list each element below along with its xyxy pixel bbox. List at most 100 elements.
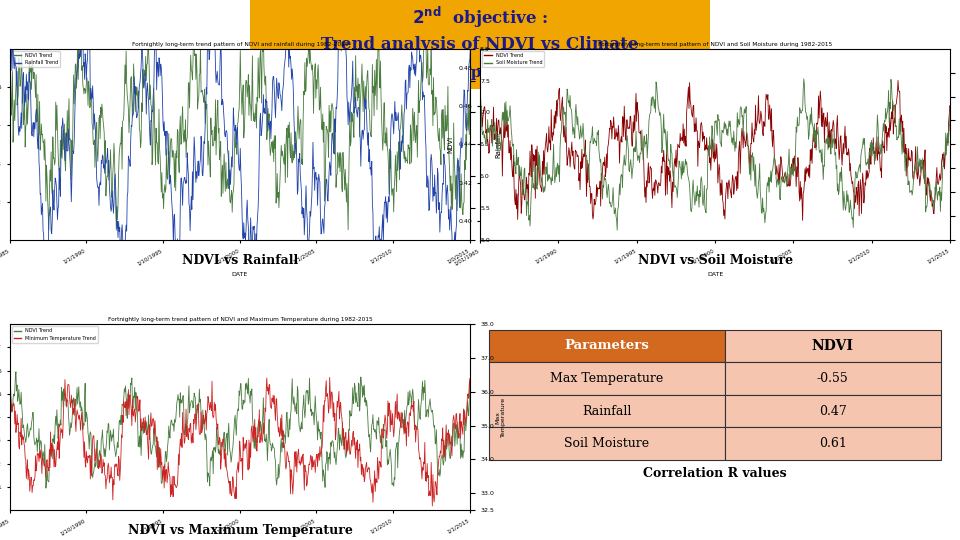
Title: Fortnightly long-term trend pattern of NDVI and Maximum Temperature during 1982-: Fortnightly long-term trend pattern of N… [108, 317, 372, 322]
NDVI Trend [32, 91, 43, 97]
Soil Moisture Trend [503, 115, 515, 122]
Title: Fortnightly long-term trend pattern of NDVI and rainfall during 1982-2015: Fortnightly long-term trend pattern of N… [132, 42, 348, 47]
FancyBboxPatch shape [725, 395, 941, 427]
NDVI Trend [33, 438, 44, 445]
Minimum Temperature Trend [283, 458, 295, 464]
NDVI Trend [465, 385, 476, 392]
Text: Rainfall: Rainfall [583, 404, 632, 417]
Minimum Temperature Trend [298, 451, 309, 457]
NDVI Trend [298, 88, 309, 94]
Soil Moisture Trend [612, 227, 623, 233]
X-axis label: DATE: DATE [708, 272, 723, 277]
NDVI Trend [4, 92, 15, 98]
Line: NDVI Trend: NDVI Trend [10, 372, 470, 488]
NDVI Trend [420, 15, 431, 21]
Text: Trend analysis of NDVI vs Climate: Trend analysis of NDVI vs Climate [322, 36, 638, 53]
Soil Moisture Trend [748, 153, 759, 160]
NDVI Trend [4, 375, 15, 382]
Text: NDVI vs Soil Moisture: NDVI vs Soil Moisture [637, 254, 793, 267]
NDVI Trend [465, 76, 476, 82]
Rainfall Trend [32, 145, 43, 152]
Soil Moisture Trend [832, 181, 844, 187]
Soil Moisture Trend [798, 76, 809, 82]
Rainfall Trend [206, 11, 218, 17]
Minimum Temperature Trend [426, 503, 438, 509]
NDVI Trend [831, 112, 843, 119]
NDVI Trend [774, 180, 785, 186]
Rainfall Trend [4, 33, 15, 39]
FancyBboxPatch shape [490, 427, 725, 460]
Text: 0.61: 0.61 [819, 437, 847, 450]
Minimum Temperature Trend [401, 423, 413, 429]
Legend: NDVI Trend, Rainfall Trend: NDVI Trend, Rainfall Trend [12, 51, 60, 68]
Soil Moisture Trend [945, 105, 956, 112]
Text: Soil Moisture: Soil Moisture [564, 437, 650, 450]
Text: Max Temperature: Max Temperature [550, 372, 663, 385]
NDVI Trend [503, 150, 515, 156]
X-axis label: DATE: DATE [232, 272, 248, 277]
NDVI Trend [40, 485, 52, 491]
Soil Moisture Trend [775, 197, 786, 203]
Y-axis label: NDVI: NDVI [447, 136, 453, 153]
Minimum Temperature Trend [324, 374, 335, 381]
NDVI Trend [748, 137, 759, 143]
Soil Moisture Trend [880, 116, 892, 122]
Legend: NDVI Trend, Soil Moisture Trend: NDVI Trend, Soil Moisture Trend [483, 51, 544, 68]
FancyBboxPatch shape [490, 329, 725, 362]
Rainfall Trend [299, 232, 310, 238]
NDVI Trend [299, 407, 310, 414]
NDVI Trend [354, 133, 366, 140]
NDVI Trend [273, 461, 284, 468]
NDVI Trend [110, 227, 122, 233]
Text: NDVI vs Maximum Temperature: NDVI vs Maximum Temperature [128, 524, 352, 537]
NDVI Trend [759, 102, 771, 108]
NDVI Trend [880, 130, 892, 136]
FancyBboxPatch shape [250, 0, 710, 89]
FancyBboxPatch shape [725, 329, 941, 362]
Line: Minimum Temperature Trend: Minimum Temperature Trend [10, 377, 470, 506]
Rainfall Trend [402, 90, 414, 96]
FancyBboxPatch shape [725, 362, 941, 395]
Line: NDVI Trend: NDVI Trend [10, 18, 470, 230]
Text: 0.47: 0.47 [819, 404, 847, 417]
Rainfall Trend [273, 95, 284, 102]
Text: Parameters: Parameters [564, 340, 649, 353]
NDVI Trend [401, 157, 413, 164]
Rainfall Trend [39, 282, 51, 289]
Rainfall Trend [285, 53, 297, 60]
Y-axis label: Max
Temperature: Max Temperature [495, 397, 506, 437]
Minimum Temperature Trend [354, 441, 366, 447]
Text: $\mathbf{2^{nd}}$  objective :: $\mathbf{2^{nd}}$ objective : [412, 5, 548, 30]
NDVI Trend [797, 217, 808, 224]
Rainfall Trend [465, 44, 476, 50]
NDVI Trend [284, 146, 296, 152]
Minimum Temperature Trend [272, 412, 283, 418]
NDVI Trend [945, 104, 956, 110]
Minimum Temperature Trend [465, 388, 476, 394]
Line: Soil Moisture Trend: Soil Moisture Trend [480, 79, 950, 230]
Minimum Temperature Trend [4, 392, 15, 398]
FancyBboxPatch shape [490, 395, 725, 427]
Text: NDVI vs Rainfall: NDVI vs Rainfall [181, 254, 299, 267]
NDVI Trend [11, 368, 22, 375]
Line: Rainfall Trend: Rainfall Trend [10, 14, 470, 286]
Text: -0.55: -0.55 [817, 372, 849, 385]
Text: Correlation R values: Correlation R values [643, 467, 787, 480]
FancyBboxPatch shape [490, 362, 725, 395]
Minimum Temperature Trend [32, 451, 43, 458]
Rainfall Trend [354, 137, 366, 143]
Y-axis label: Rainfall: Rainfall [495, 131, 501, 158]
NDVI Trend [354, 397, 366, 404]
NDVI Trend [272, 194, 283, 201]
Text: NDVI: NDVI [812, 339, 853, 353]
Soil Moisture Trend [474, 118, 486, 124]
NDVI Trend [892, 77, 903, 84]
Line: NDVI Trend: NDVI Trend [480, 80, 950, 220]
NDVI Trend [402, 402, 414, 408]
Text: (Rainfall,  Maximum Temperature) and soil moisture: (Rainfall, Maximum Temperature) and soil… [253, 66, 707, 80]
Soil Moisture Trend [760, 208, 772, 214]
NDVI Trend [285, 413, 297, 419]
Title: Fortnightly long-term trend pattern of NDVI and Soil Moisture during 1982-2015: Fortnightly long-term trend pattern of N… [598, 42, 832, 47]
FancyBboxPatch shape [725, 427, 941, 460]
Legend: NDVI Trend, Minimum Temperature Trend: NDVI Trend, Minimum Temperature Trend [12, 327, 98, 343]
